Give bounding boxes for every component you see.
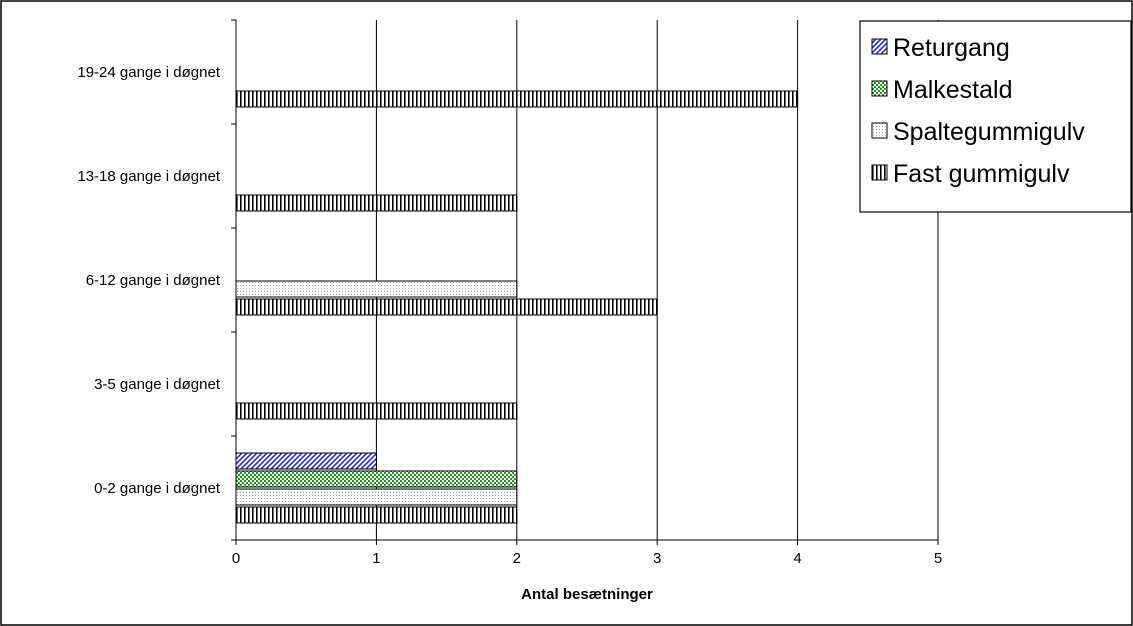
legend-swatch	[871, 164, 888, 181]
category-label: 19-24 gange i døgnet	[77, 64, 220, 81]
bar	[235, 280, 518, 298]
bar	[235, 298, 658, 316]
x-tick-label: 2	[513, 550, 521, 567]
category-label: 3-5 gange i døgnet	[94, 376, 221, 393]
legend-label: Returgang	[893, 34, 1010, 62]
bar	[235, 194, 518, 212]
legend-label: Spaltegummigulv	[893, 118, 1085, 146]
legend: Returgang Malkestald Spaltegummigulv Fast g…	[859, 20, 1132, 213]
bar	[235, 452, 377, 470]
legend-swatch	[871, 80, 888, 97]
legend-swatch	[871, 38, 888, 55]
legend-box	[859, 20, 1132, 213]
legend-label: Malkestald	[893, 76, 1013, 104]
category-label: 13-18 gange i døgnet	[77, 168, 220, 185]
x-axis-title: Antal besætninger	[521, 586, 653, 603]
x-tick-label: 4	[793, 550, 801, 567]
bar	[235, 470, 518, 488]
x-tick-label: 0	[232, 550, 240, 567]
bar	[235, 506, 518, 524]
bar	[235, 402, 518, 420]
category-label: 6-12 gange i døgnet	[86, 272, 221, 289]
bar	[235, 90, 799, 108]
legend-label: Fast gummigulv	[893, 160, 1070, 188]
x-tick-labels: 0 1 2 3 4 5	[232, 550, 942, 567]
bar	[235, 488, 518, 506]
x-tick-label: 5	[934, 550, 942, 567]
x-tick-label: 1	[372, 550, 380, 567]
axes	[231, 19, 939, 545]
x-tick-label: 3	[653, 550, 661, 567]
category-label: 0-2 gange i døgnet	[94, 480, 221, 497]
category-labels: 0-2 gange i døgnet 3-5 gange i døgnet 6-12…	[77, 64, 220, 497]
bars	[235, 90, 799, 524]
legend-swatch	[871, 122, 888, 139]
